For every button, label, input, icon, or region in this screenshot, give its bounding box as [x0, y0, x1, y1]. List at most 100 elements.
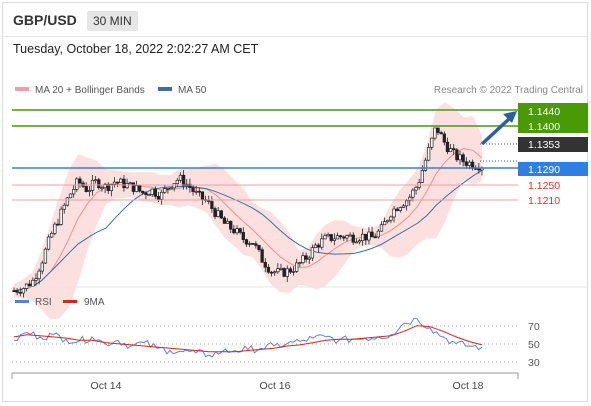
candle-body: [382, 221, 387, 226]
candle-body: [423, 159, 428, 171]
candle-body: [326, 234, 330, 237]
candle-body: [411, 189, 415, 198]
ma50-legend-swatch: [158, 87, 172, 91]
rsi-ma-legend-swatch: [63, 300, 77, 303]
candle-body: [128, 182, 132, 185]
candle-body: [317, 244, 321, 248]
candle-body: [313, 244, 318, 249]
candle-body: [401, 205, 406, 208]
rsi-axis-30: 30: [528, 357, 540, 369]
candle-body: [216, 210, 220, 217]
rsi-legend-swatch: [15, 300, 29, 303]
candle-body: [364, 233, 368, 241]
credit-label: Research © 2022 Trading Central: [434, 85, 583, 96]
ma50-line: [13, 169, 483, 292]
s2-value: 1.1210: [528, 195, 560, 207]
candle-body: [87, 190, 92, 192]
candle-body: [329, 234, 333, 241]
candle-body: [467, 161, 472, 166]
forecast-arrow-head: [503, 111, 517, 123]
candle-body: [461, 154, 465, 163]
candle-body: [477, 168, 481, 171]
candle-body: [31, 279, 35, 287]
candle-body: [175, 179, 179, 185]
ma20-line: [13, 148, 483, 292]
candle-body: [21, 288, 26, 294]
candle-body: [273, 271, 277, 274]
pivot-value: 1.1290: [528, 164, 560, 176]
candle-body: [181, 174, 186, 187]
ma-bb-legend: MA 20 + Bollinger Bands: [35, 85, 145, 96]
candle-body: [37, 270, 41, 280]
candle-body: [219, 210, 223, 219]
candle-body: [295, 262, 299, 272]
candle-body: [178, 174, 183, 181]
candle-body: [56, 223, 60, 226]
candle-body: [301, 255, 305, 263]
candle-body: [116, 181, 120, 184]
x-label-oct16: Oct 16: [260, 380, 291, 392]
candle-body: [68, 193, 73, 199]
candle-body: [34, 278, 38, 281]
candle-body: [222, 217, 227, 224]
candle-body: [172, 183, 176, 189]
candle-body: [332, 238, 337, 241]
candle-body: [169, 187, 173, 190]
candle-body: [254, 243, 258, 246]
candle-body: [134, 185, 139, 192]
candle-body: [75, 178, 79, 190]
candle-body: [398, 207, 402, 212]
candle-body: [244, 239, 249, 245]
candle-body: [94, 179, 98, 182]
candle-body: [379, 224, 384, 232]
candle-body: [279, 268, 283, 270]
header-bar: GBP/USD 30 MIN: [3, 3, 587, 37]
candle-body: [137, 185, 142, 192]
candle-body: [59, 208, 63, 225]
candle-body: [404, 200, 409, 207]
candle-body: [348, 234, 352, 237]
candle-body: [225, 220, 230, 224]
candle-body: [282, 268, 286, 277]
candle-body: [62, 204, 66, 210]
candle-body: [72, 189, 76, 195]
candle-body: [84, 186, 88, 192]
candle-body: [448, 148, 453, 153]
rsi-axis-50: 50: [528, 339, 540, 351]
candle-body: [458, 154, 462, 161]
rsi-axis-70: 70: [528, 321, 540, 333]
ma-bb-legend-swatch: [15, 87, 29, 91]
candle-body: [197, 190, 201, 193]
candle-body: [257, 245, 261, 250]
candle-body: [376, 230, 380, 238]
candle-body: [210, 201, 214, 209]
candle-body: [156, 196, 161, 200]
candle-body: [28, 283, 32, 287]
candles: [12, 127, 484, 298]
candle-body: [464, 161, 468, 166]
candle-body: [147, 194, 151, 196]
candle-body: [50, 233, 54, 238]
candle-body: [360, 233, 365, 242]
datetime-label: Tuesday, October 18, 2022 2:02:27 AM CET: [13, 42, 259, 56]
candle-body: [106, 183, 110, 192]
candle-body: [78, 178, 82, 184]
candle-body: [351, 234, 355, 243]
last-price-badge: [518, 137, 588, 152]
candle-body: [357, 240, 362, 243]
last-price-value: 1.1353: [528, 139, 560, 151]
candle-body: [40, 262, 44, 272]
timeframe-badge[interactable]: 30 MIN: [87, 11, 138, 31]
resistance-badge: [518, 103, 588, 133]
rsi-ma-legend: 9MA: [84, 297, 105, 308]
candle-body: [144, 192, 148, 195]
candle-body: [125, 183, 129, 189]
candle-body: [339, 235, 343, 238]
candle-body: [370, 231, 374, 238]
candle-body: [46, 236, 51, 250]
candle-body: [18, 291, 22, 294]
widget-frame: GBP/USD 30 MIN: [2, 2, 588, 402]
candle-body: [191, 187, 195, 192]
candle-body: [345, 235, 349, 239]
candle-body: [260, 249, 264, 263]
